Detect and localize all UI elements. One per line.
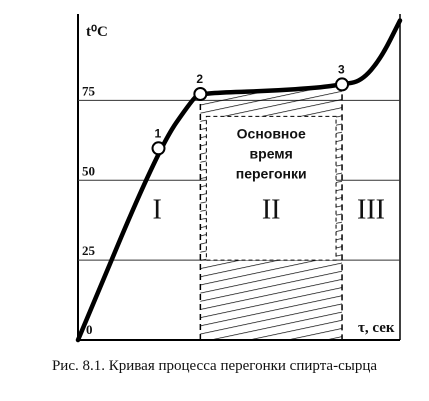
zone-label-3: III — [357, 195, 385, 226]
x-tick-0: 0 — [86, 322, 93, 337]
point-2 — [193, 87, 208, 102]
y-axis-label: t⁰C — [86, 24, 108, 40]
distillation-zone-hatch: Основное время перегонки — [199, 84, 343, 340]
point-3 — [335, 77, 350, 92]
figure-caption: Рис. 8.1. Кривая процесса перегонки спир… — [51, 358, 378, 374]
y-tick-50: 50 — [82, 163, 95, 178]
point-label-2: 2 — [196, 72, 203, 86]
zone-label-2: II — [262, 195, 281, 226]
x-axis-label: τ, сек — [358, 320, 395, 336]
point-label-3: 3 — [338, 62, 345, 76]
point-1 — [151, 141, 166, 156]
annotation-line-3: перегонки — [236, 165, 307, 181]
annotation-line-2: время — [250, 145, 293, 161]
zone-label-1: I — [153, 195, 162, 226]
point-label-1: 1 — [155, 126, 162, 140]
series-line — [75, 18, 403, 343]
annotation-box — [205, 115, 337, 261]
y-tick-25: 25 — [82, 243, 96, 258]
annotation-line-1: Основное — [237, 125, 306, 141]
y-tick-75: 75 — [82, 83, 96, 98]
